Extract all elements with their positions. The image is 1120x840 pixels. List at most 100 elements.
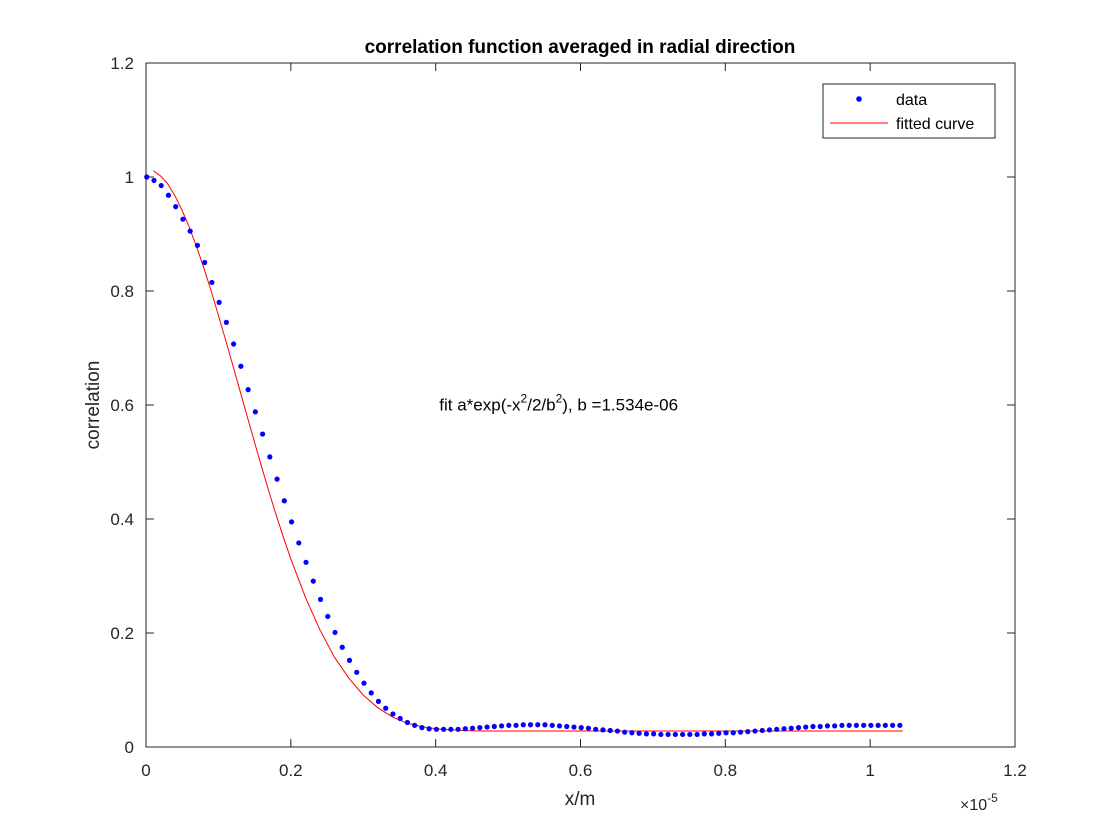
data-point: [716, 730, 722, 736]
data-point: [470, 725, 476, 731]
data-point: [419, 725, 425, 731]
x-tick-label: 1.2: [1003, 761, 1027, 780]
data-point: [622, 729, 628, 735]
svg-text:×10-5: ×10-5: [960, 791, 998, 814]
data-point: [571, 724, 577, 730]
data-point: [745, 729, 751, 735]
data-point: [788, 725, 794, 731]
data-point: [651, 731, 657, 737]
y-tick-label: 0.4: [110, 510, 134, 529]
legend-entry-fitted-curve: fitted curve: [830, 116, 974, 133]
data-point: [774, 726, 780, 732]
data-point: [484, 724, 490, 730]
x-tick-label: 1: [865, 761, 874, 780]
data-point: [643, 731, 650, 737]
data-point: [498, 723, 505, 729]
data-point: [223, 319, 229, 325]
data-point: [288, 519, 295, 525]
data-point: [600, 727, 606, 733]
data-point: [267, 454, 273, 460]
data-point: [151, 177, 157, 184]
data-point: [173, 204, 179, 210]
data-point: [701, 731, 707, 737]
data-point: [535, 722, 541, 728]
data-point: [730, 730, 736, 736]
data-point: [354, 669, 360, 675]
data-point: [426, 726, 432, 732]
series-layer: [144, 170, 903, 738]
data-point: [332, 629, 338, 636]
data-point: [708, 731, 715, 737]
data-point: [165, 192, 172, 198]
data-point: [853, 722, 860, 728]
annotation-base: fit a*exp(-x: [439, 396, 521, 415]
data-point: [397, 715, 403, 722]
data-point: [737, 729, 744, 735]
data-point: [506, 722, 512, 728]
plot-area: 0 0.2 0.4 0.6 0.8 1 1.2 0 0.2 0.4 0.6 0.8 1 1.2: [110, 54, 1026, 780]
data-point: [593, 726, 599, 732]
data-point: [824, 723, 831, 729]
data-point: [209, 279, 215, 286]
data-point: [259, 431, 266, 437]
data-point: [868, 722, 874, 728]
data-point: [882, 722, 888, 728]
x-axis-label: x/m: [565, 789, 596, 810]
data-point: [578, 725, 584, 731]
data-point: [252, 409, 258, 415]
data-point: [672, 731, 678, 738]
data-point: [158, 182, 164, 189]
data-point: [549, 722, 555, 728]
y-tick-label: 1.2: [110, 54, 134, 73]
data-point: [585, 725, 592, 731]
data-point: [513, 722, 519, 728]
annotation-sup-2: 2: [556, 392, 563, 406]
legend-label-fitted-curve: fitted curve: [896, 116, 974, 133]
data-point: [455, 726, 461, 732]
data-point: [441, 726, 447, 732]
y-tick-label: 0.2: [110, 624, 134, 643]
data-point: [564, 723, 570, 730]
data-point: [245, 387, 251, 393]
data-point: [281, 498, 287, 504]
legend: data fitted curve: [822, 83, 996, 139]
data-point: [614, 728, 621, 734]
data-point: [144, 174, 150, 180]
data-point: [607, 727, 613, 734]
data-point: [658, 731, 664, 738]
data-point: [810, 723, 816, 730]
data-point: [723, 730, 729, 736]
data-point: [832, 723, 838, 729]
x-exponent-multiplier: ×10-5: [960, 791, 998, 814]
data-point: [890, 722, 896, 728]
data-point: [187, 228, 193, 234]
data-point: [433, 726, 439, 732]
data-point: [781, 726, 787, 732]
data-point: [817, 723, 823, 730]
data-point: [766, 727, 773, 733]
data-point: [462, 726, 468, 732]
data-point: [180, 216, 186, 222]
axes-box: [145, 62, 1016, 748]
data-point: [491, 723, 497, 730]
data-point: [346, 657, 353, 663]
data-point: [412, 722, 418, 728]
data-point: [629, 730, 635, 736]
data-point: [404, 719, 411, 726]
data-point: [875, 722, 881, 728]
data-point: [556, 723, 563, 729]
data-point: [238, 363, 244, 369]
data-point: [795, 725, 802, 731]
y-tick-label: 0.8: [110, 282, 134, 301]
data-point: [361, 680, 367, 686]
x-tick-label: 0.4: [424, 761, 448, 780]
data-point: [383, 705, 389, 711]
x-tick-label: 0: [141, 761, 150, 780]
legend-marker-data: [856, 96, 862, 102]
data-point: [339, 644, 345, 650]
data-point: [194, 242, 201, 248]
annotation-middle: /2/b: [527, 396, 555, 415]
x-exponent-base: ×10: [960, 797, 987, 814]
data-point: [448, 726, 454, 732]
